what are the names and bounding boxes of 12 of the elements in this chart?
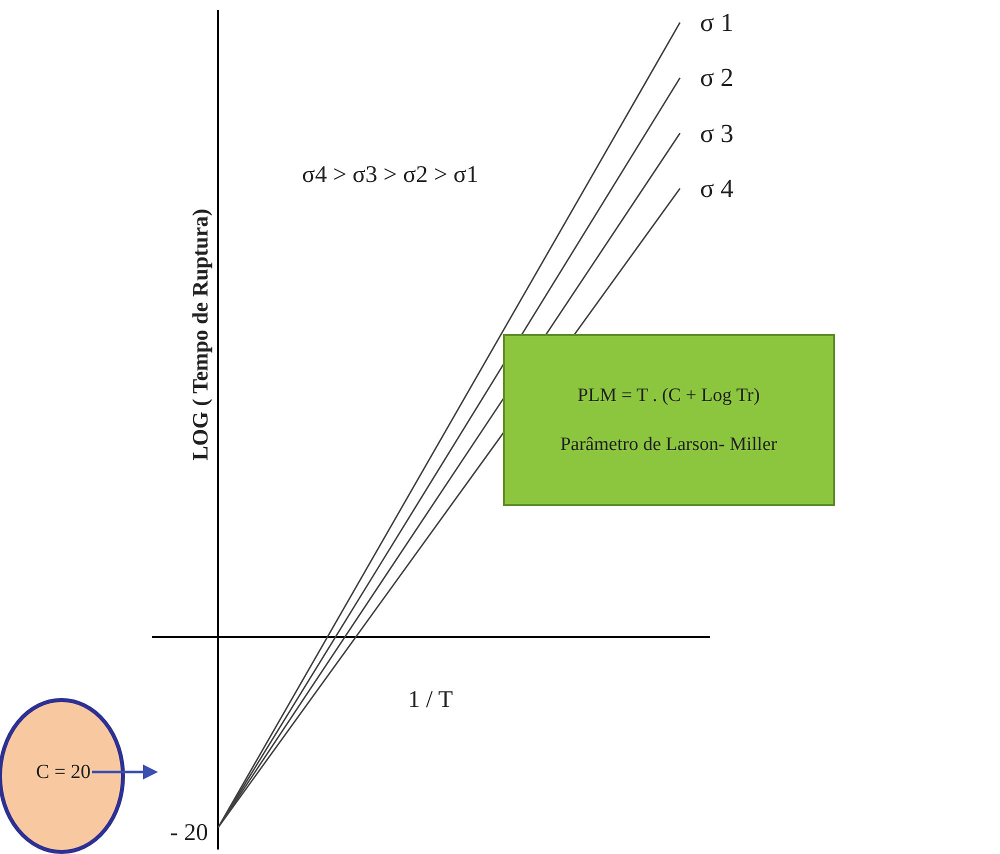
series-label: σ 1 bbox=[700, 8, 734, 37]
series-label: σ 4 bbox=[700, 174, 734, 203]
series-label: σ 2 bbox=[700, 63, 734, 92]
annotation: Parâmetro de Larson- Miller bbox=[560, 434, 778, 456]
text: C = 20 bbox=[36, 761, 91, 783]
y-axis-title: LOG ( Tempo de Ruptura) bbox=[188, 208, 212, 460]
series-label: σ 3 bbox=[700, 119, 734, 148]
picture-formula-box: PLM = T . (C + Log Tr) Parâmetro de Larson- Miller bbox=[503, 334, 835, 506]
annotation: σ4 > σ3 > σ2 > σ1 bbox=[302, 162, 478, 188]
annotation: - 20 bbox=[170, 820, 208, 846]
x-axis-title: 1 / T bbox=[408, 687, 454, 713]
annotation: PLM = T . (C + Log Tr) bbox=[578, 384, 760, 406]
